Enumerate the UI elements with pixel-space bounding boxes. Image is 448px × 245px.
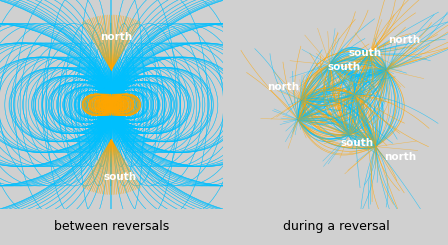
Text: north: north — [388, 35, 420, 45]
Text: south: south — [341, 138, 374, 148]
Text: between reversals: between reversals — [54, 220, 170, 233]
Text: south: south — [327, 62, 360, 72]
Text: north: north — [267, 82, 299, 92]
Text: during a reversal: during a reversal — [283, 220, 389, 233]
Text: south: south — [349, 48, 382, 58]
Text: north: north — [100, 32, 133, 42]
Text: south: south — [103, 172, 136, 182]
Text: north: north — [384, 152, 416, 162]
